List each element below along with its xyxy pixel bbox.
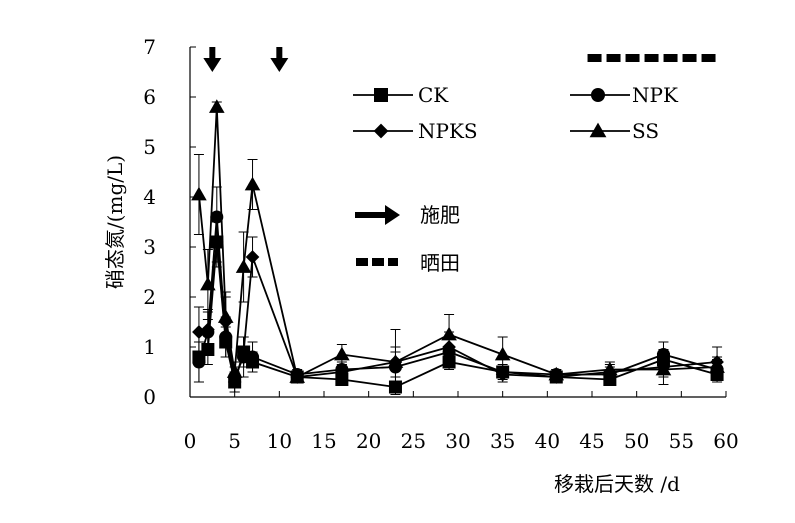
ss-point	[235, 259, 252, 273]
fertilization-arrow-icon	[270, 47, 289, 72]
legend-label-ss: SS	[632, 119, 659, 143]
x-tick-label: 50	[624, 429, 649, 453]
y-tick-label: 6	[143, 85, 156, 109]
npks-point	[236, 345, 251, 359]
y-tick-label: 0	[143, 385, 156, 409]
x-tick-label: 0	[184, 429, 197, 453]
npks-point	[495, 367, 510, 382]
y-tick-label: 7	[143, 35, 156, 59]
x-tick-label: 15	[311, 429, 336, 453]
x-tick-label: 55	[669, 429, 694, 453]
x-axis-title: 移栽后天数 /d	[554, 472, 680, 496]
ss-point	[602, 361, 618, 376]
legend-marker-npks	[373, 123, 389, 139]
legend-label-fertilization: 施肥	[420, 203, 460, 227]
series-line-npk	[198, 216, 718, 380]
x-tick-label: 25	[401, 429, 426, 453]
ss-point	[334, 346, 350, 361]
y-axis-title: 硝态氮/(mg/L)	[103, 155, 127, 289]
legend: CK NPK NPKS SS 施肥 晒田	[418, 83, 679, 275]
x-tick-label: 40	[535, 429, 560, 453]
ss-point	[387, 354, 404, 368]
ss-point	[289, 369, 305, 383]
ss-point	[655, 361, 672, 376]
y-tick-label: 4	[143, 185, 156, 209]
y-tick-label: 1	[143, 335, 156, 359]
ss-point	[226, 364, 243, 378]
x-tick-label: 30	[445, 429, 470, 453]
y-tick-label: 5	[143, 135, 156, 159]
npk-point	[192, 355, 206, 369]
x-tick-label: 10	[267, 429, 292, 453]
legend-marker-ck	[374, 88, 388, 102]
ss-point	[244, 176, 261, 191]
npk-point	[246, 350, 260, 364]
ss-point	[494, 346, 511, 361]
ss-point	[209, 99, 225, 113]
y-tick-label: 3	[143, 235, 156, 259]
x-tick-label: 20	[356, 429, 381, 453]
ss-point	[441, 326, 457, 341]
x-tick-label: 60	[713, 429, 738, 453]
legend-label-npks: NPKS	[418, 119, 478, 143]
ss-point	[217, 309, 234, 323]
npks-point	[335, 365, 349, 379]
series-line-npks	[198, 241, 718, 383]
npks-point	[245, 250, 260, 264]
legend-marker-ss	[589, 122, 607, 138]
legend-marker-npk	[591, 88, 605, 102]
ss-point	[191, 186, 207, 201]
legend-label-ck: CK	[418, 83, 449, 107]
ss-point	[548, 366, 565, 381]
legend-label-drying: 晒田	[420, 251, 460, 275]
x-tick-label: 45	[579, 429, 604, 453]
ss-point	[709, 359, 725, 373]
x-tick-label: 5	[228, 429, 241, 453]
legend-arrow-icon	[355, 205, 400, 225]
x-tick-label: 35	[490, 429, 515, 453]
npks-point	[209, 235, 224, 249]
legend-label-npk: NPK	[632, 83, 679, 107]
series-line-ss	[198, 106, 718, 379]
fertilization-arrow-icon	[203, 47, 222, 72]
ss-point	[200, 276, 216, 291]
y-tick-label: 2	[143, 285, 156, 309]
npks-point	[201, 322, 215, 337]
